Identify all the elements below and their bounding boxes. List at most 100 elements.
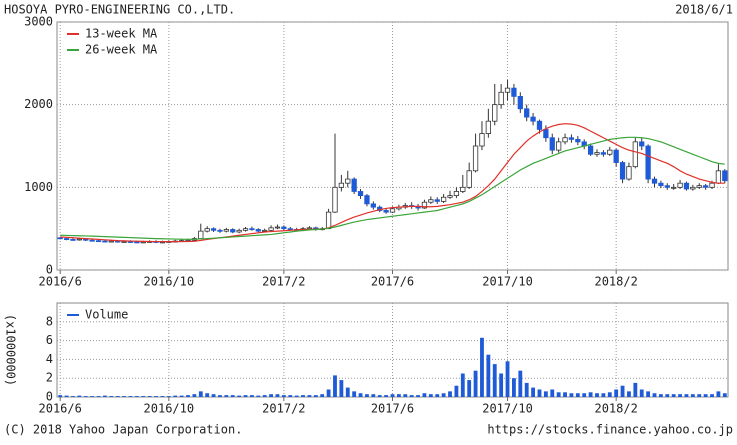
candle-body — [709, 182, 715, 188]
volume-bar — [588, 392, 593, 397]
volume-bar — [543, 391, 548, 397]
candle-body — [89, 239, 95, 242]
candle-body — [600, 152, 607, 155]
candle-body — [63, 238, 70, 240]
candle-body — [683, 182, 690, 190]
volume-bar — [537, 389, 542, 397]
candle-body — [428, 199, 434, 203]
x-tick-label: 2018/2 — [594, 275, 637, 289]
candle-body — [95, 240, 102, 243]
volume-bar — [492, 364, 497, 397]
volume-bar — [646, 391, 651, 397]
volume-bar — [710, 394, 714, 397]
candle-body — [383, 210, 389, 213]
y-tick-label: 2 — [46, 371, 53, 385]
volume-bar — [288, 395, 293, 397]
candle-body — [645, 145, 651, 180]
volume-bar — [365, 394, 369, 397]
volume-bar — [281, 395, 286, 397]
candle-body — [485, 120, 491, 134]
candle-body — [262, 229, 268, 232]
candle-body — [223, 229, 229, 232]
ma-line — [60, 136, 725, 240]
volume-bar — [499, 373, 504, 397]
volume-bar — [179, 395, 184, 397]
volume-bar — [607, 392, 612, 397]
volume-bar — [435, 394, 440, 397]
volume-bar — [83, 396, 88, 397]
volume-bar — [409, 395, 414, 397]
volume-bar — [454, 385, 459, 397]
volume-bar — [416, 395, 420, 397]
candle-body — [434, 199, 440, 202]
candle-body — [102, 240, 108, 243]
candle-body — [204, 228, 210, 232]
candle-body — [702, 185, 709, 188]
volume-bar — [262, 395, 267, 397]
volume-bar — [505, 361, 510, 397]
candle-body — [722, 170, 728, 182]
candle-body — [210, 228, 217, 231]
volume-bar — [575, 393, 580, 397]
y-tick-label: 2000 — [24, 97, 53, 111]
candle-body — [217, 229, 223, 232]
chart-date: 2018/6/1 — [675, 3, 733, 17]
volume-bar — [147, 396, 152, 397]
volume-bar — [275, 394, 280, 397]
candle-body — [543, 129, 549, 139]
volume-bar — [358, 393, 363, 397]
volume-bar — [128, 396, 133, 397]
candle-body — [287, 228, 293, 231]
volume-bar — [256, 395, 261, 397]
candle-body — [453, 191, 460, 196]
candle-body — [76, 238, 83, 241]
candle-body — [626, 166, 632, 180]
volume-bar — [722, 393, 727, 397]
volume-bar — [186, 395, 190, 397]
volume-bar — [486, 354, 491, 397]
candle-body — [332, 186, 338, 213]
candle-body — [255, 229, 261, 232]
candle-body — [651, 178, 658, 184]
volume-bar — [198, 391, 203, 397]
candle-body — [575, 138, 581, 143]
y-tick-label: 3000 — [24, 15, 53, 29]
volume-bar — [448, 391, 452, 397]
volume-bar — [671, 394, 676, 397]
candle-body — [639, 141, 645, 147]
candle-body — [242, 228, 249, 231]
x-tick-label: 2016/10 — [144, 275, 195, 289]
volume-bar — [77, 395, 82, 397]
volume-bar — [307, 395, 312, 397]
candle-body — [479, 133, 485, 147]
volume-bar — [652, 393, 657, 397]
candle-body — [632, 141, 638, 168]
candle-body — [134, 241, 140, 244]
volume-bar — [556, 392, 561, 397]
candle-body — [690, 186, 696, 190]
volume-bar — [531, 387, 536, 397]
candle-body — [530, 116, 536, 122]
candle-body — [345, 178, 351, 184]
volume-bar — [601, 393, 606, 397]
volume-bar — [320, 394, 325, 397]
candle-body — [70, 239, 76, 241]
x-tick-label: 2016/6 — [39, 275, 82, 289]
volume-bar — [614, 389, 619, 397]
volume-bar — [684, 394, 689, 397]
legend-label: 13-week MA — [85, 27, 158, 41]
volume-bar — [103, 395, 107, 397]
candle-body — [562, 137, 568, 143]
candle-body — [268, 227, 274, 231]
volume-bar — [230, 395, 235, 397]
x-tick-label: 2017/10 — [482, 402, 533, 416]
legend-label: Volume — [85, 308, 128, 322]
candle-body — [696, 185, 702, 188]
volume-bar — [122, 396, 127, 397]
volume-bar — [333, 375, 337, 397]
volume-bar — [115, 396, 120, 397]
volume-bar — [665, 394, 670, 397]
volume-bar — [64, 395, 69, 397]
candle-body — [607, 149, 613, 155]
